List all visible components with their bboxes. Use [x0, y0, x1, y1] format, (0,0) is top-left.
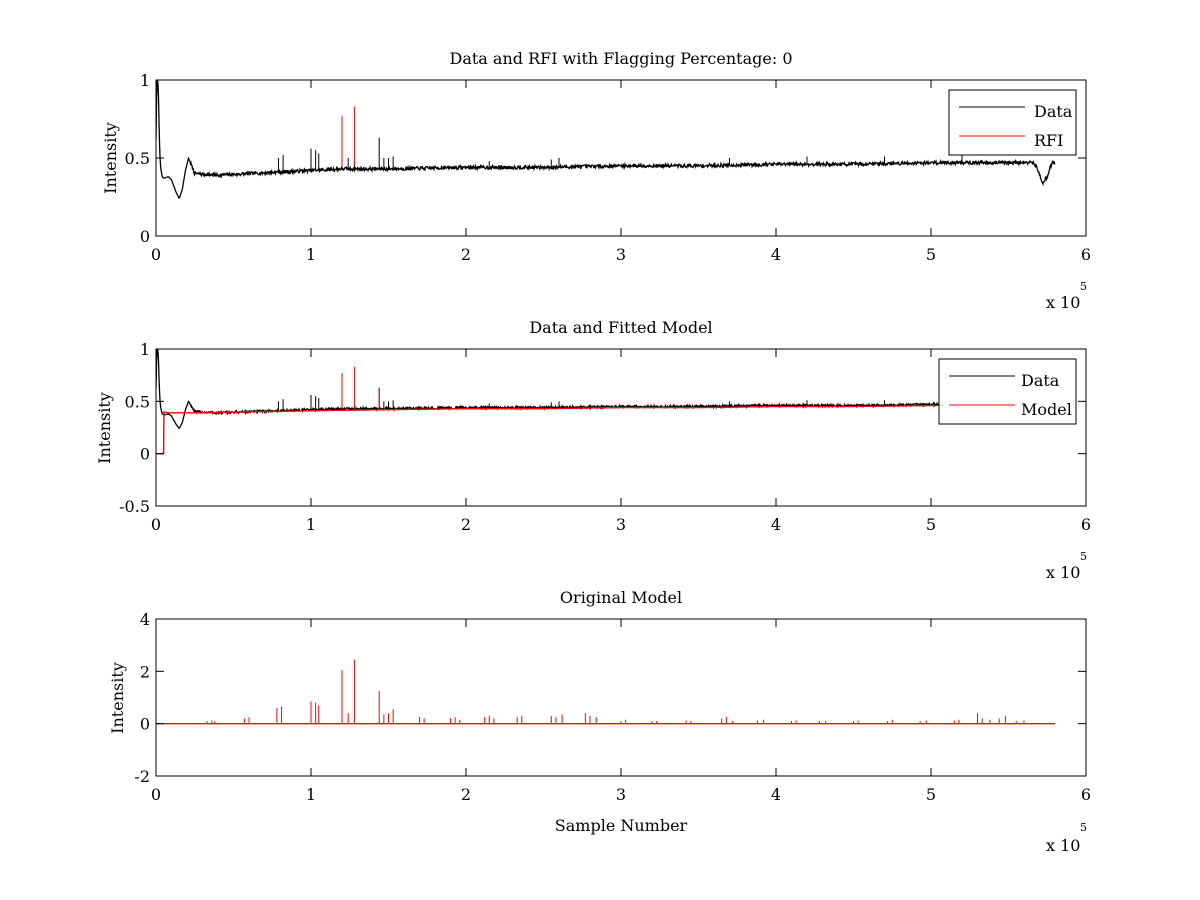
y-tick-label: 0: [140, 445, 150, 464]
y-tick-label: 1: [140, 340, 150, 359]
subplot-1-ticks: 0 1 2 3 4 5 6 0 0.5 1: [125, 71, 1092, 264]
subplot-1-plot-area: [156, 80, 1056, 200]
subplot-1-x-multiplier-base: x 10: [1046, 293, 1080, 312]
x-tick-label: 2: [461, 245, 471, 264]
y-tick-label: 0.5: [125, 392, 150, 411]
subplot-1-title: Data and RFI with Flagging Percentage: 0: [449, 49, 792, 68]
subplot-3: Original Model Intensity Sample Number 0…: [108, 588, 1091, 855]
x-tick-label: 6: [1081, 245, 1091, 264]
subplot-2-legend[interactable]: Data Model: [938, 358, 1077, 425]
subplot-3-ylabel: Intensity: [108, 662, 127, 734]
x-tick-label: 3: [616, 515, 626, 534]
subplot-3-x-multiplier-exponent: 5: [1080, 821, 1087, 834]
x-tick-label: 4: [771, 785, 781, 804]
subplot-2-ylabel: Intensity: [95, 392, 114, 464]
x-tick-label: 3: [616, 785, 626, 804]
subplot-2-plot-area: [156, 349, 948, 455]
subplot-2: Data and Fitted Model Intensity 0 1 2 3 4 5 6 -…: [95, 318, 1091, 582]
x-tick-label: 0: [151, 785, 161, 804]
x-tick-label: 2: [461, 785, 471, 804]
subplot-1-legend-box: [948, 89, 1077, 156]
y-tick-label: 0: [140, 715, 150, 734]
subplot-1-legend-data-label: Data: [1034, 102, 1073, 121]
subplot-2-x-multiplier-exponent: 5: [1080, 550, 1087, 563]
y-tick-label: 1: [140, 71, 150, 90]
subplot-2-legend-data-label: Data: [1021, 371, 1060, 390]
subplot-3-xlabel: Sample Number: [555, 816, 688, 835]
x-tick-label: 6: [1081, 785, 1091, 804]
x-tick-label: 1: [306, 245, 316, 264]
y-tick-label: 0: [140, 227, 150, 246]
x-tick-label: 5: [926, 515, 936, 534]
subplot-1: Data and RFI with Flagging Percentage: 0…: [101, 49, 1091, 312]
x-tick-label: 2: [461, 515, 471, 534]
subplot-1-data-line: [156, 80, 1056, 200]
subplot-2-model-line: [156, 404, 947, 455]
subplot-2-ticks: 0 1 2 3 4 5 6-0.500.51: [119, 340, 1091, 534]
subplot-2-legend-box: [938, 358, 1077, 425]
subplot-3-plot-area: [156, 659, 1055, 725]
y-tick-label: 4: [140, 610, 150, 629]
x-tick-label: 5: [926, 245, 936, 264]
x-tick-label: 4: [771, 515, 781, 534]
subplot-2-x-multiplier-base: x 10: [1046, 563, 1080, 582]
subplot-1-x-multiplier-exponent: 5: [1080, 280, 1087, 293]
subplot-2-title: Data and Fitted Model: [529, 318, 712, 337]
x-tick-label: 6: [1081, 515, 1091, 534]
subplot-1-ylabel: Intensity: [101, 122, 120, 194]
y-tick-label: 0.5: [125, 149, 150, 168]
x-tick-label: 5: [926, 785, 936, 804]
subplot-2-legend-model-label: Model: [1021, 400, 1072, 419]
x-tick-label: 0: [151, 245, 161, 264]
x-tick-label: 1: [306, 785, 316, 804]
subplot-3-x-multiplier-base: x 10: [1046, 836, 1080, 855]
y-tick-label: 2: [140, 662, 150, 681]
subplot-3-x-multiplier: x 10 5: [1046, 821, 1087, 855]
x-tick-label: 0: [151, 515, 161, 534]
subplot-1-legend[interactable]: Data RFI: [948, 89, 1077, 156]
subplot-1-legend-rfi-label: RFI: [1034, 131, 1063, 150]
subplot-3-title: Original Model: [560, 588, 682, 607]
y-tick-label: -2: [134, 767, 150, 786]
x-tick-label: 3: [616, 245, 626, 264]
y-tick-label: -0.5: [119, 497, 150, 516]
x-tick-label: 1: [306, 515, 316, 534]
subplot-2-x-multiplier: x 10 5: [1046, 550, 1087, 582]
x-tick-label: 4: [771, 245, 781, 264]
subplot-1-x-multiplier: x 10 5: [1046, 280, 1087, 312]
